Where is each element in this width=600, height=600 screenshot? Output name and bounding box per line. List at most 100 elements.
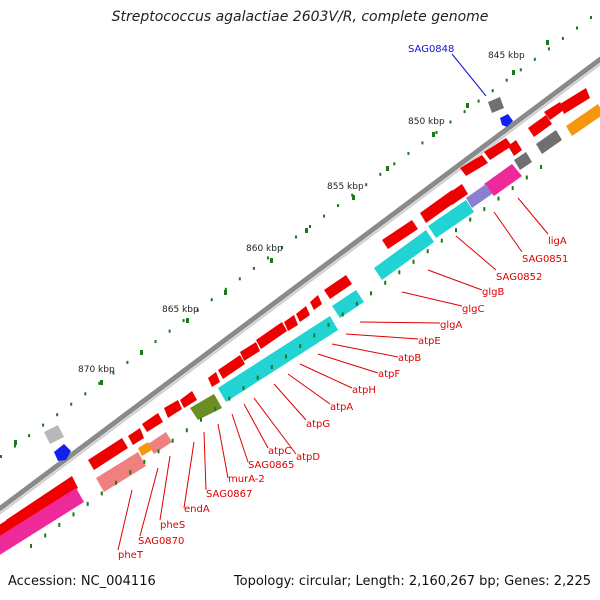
cog-block <box>148 432 172 454</box>
gene-label: SAG0852 <box>496 272 542 283</box>
scale-dot <box>412 259 415 264</box>
tick-label-850: 850 kbp <box>408 117 445 127</box>
scale-dot <box>210 298 213 302</box>
cog-block <box>514 152 532 170</box>
cds-arrow <box>446 184 468 205</box>
scale-dot <box>270 365 273 369</box>
leader-line <box>287 373 331 405</box>
major-tick <box>386 166 389 171</box>
cds-arrow <box>460 155 488 176</box>
scale-dot <box>519 68 522 72</box>
scale-dot <box>540 165 542 169</box>
scale-dot <box>168 329 171 333</box>
scale-dot <box>84 392 87 396</box>
scale-dot <box>505 78 508 82</box>
cog-block <box>96 452 146 492</box>
cds-arrow <box>560 88 590 114</box>
gene-label: pheS <box>160 520 185 531</box>
leader-line <box>317 353 379 374</box>
cog-block <box>536 130 562 154</box>
leader-line <box>217 423 229 479</box>
tick-label-860: 860 kbp <box>246 244 283 254</box>
scale-dot <box>214 407 217 412</box>
scale-dot <box>112 371 115 375</box>
gene-label: SAG0848 <box>408 44 454 55</box>
major-tick <box>140 350 143 355</box>
scale-dot <box>365 183 368 187</box>
scale-dot <box>337 204 340 208</box>
scale-dot <box>56 413 59 417</box>
leader-line <box>231 413 249 463</box>
major-tick <box>270 258 273 263</box>
leader-line <box>401 291 463 307</box>
scale-dot <box>28 434 31 438</box>
scale-dot <box>435 131 438 134</box>
gene-label: SAG0865 <box>248 460 294 471</box>
cds-arrow <box>164 400 182 418</box>
leader-line-sag0848 <box>451 53 487 97</box>
cds-arrow <box>382 220 418 249</box>
scale-dot <box>266 256 269 260</box>
feature-blue <box>54 444 71 461</box>
scale-dot <box>370 291 372 296</box>
scale-dot <box>281 246 283 249</box>
leader-line <box>493 211 523 253</box>
scale-dot <box>323 214 326 218</box>
cog-block <box>138 442 152 456</box>
scale-dot <box>355 301 358 306</box>
scale-dot <box>200 417 202 422</box>
scale-dot <box>14 444 16 448</box>
gene-label: atpA <box>330 402 353 413</box>
cog-block <box>218 316 338 402</box>
cog-block <box>466 184 492 208</box>
scale-dot <box>196 308 199 312</box>
gene-label: murA-2 <box>228 474 265 485</box>
scale-dot <box>242 386 245 391</box>
gene-labels: SAG0848 ligA SAG0851 SAG0852 glgB glgC g… <box>118 44 568 561</box>
leader-line <box>139 467 159 537</box>
scale-dot <box>440 238 443 243</box>
cog-block <box>374 230 434 280</box>
feature-grey-light <box>44 425 64 444</box>
leader-line <box>345 333 419 340</box>
scale-dot <box>299 344 302 348</box>
gene-label: atpH <box>352 385 376 396</box>
label-leaders <box>117 197 549 551</box>
scale-dot <box>30 544 32 548</box>
scale-dot <box>115 480 117 485</box>
scale-dot <box>398 270 401 275</box>
leader-line <box>359 321 441 324</box>
major-tick <box>224 290 227 295</box>
scale-dot <box>491 89 494 93</box>
gene-label: SAG0870 <box>138 536 184 547</box>
cds-arrow <box>310 295 322 310</box>
scale-dot <box>129 470 132 475</box>
feature-blue <box>500 114 513 127</box>
gene-label: SAG0867 <box>206 489 252 500</box>
leader-line <box>159 455 171 521</box>
tick-label-845: 845 kbp <box>488 51 525 61</box>
scale-dot <box>469 217 472 222</box>
scale-dot <box>313 333 316 338</box>
feature-grey <box>488 97 504 113</box>
scale-dot <box>126 360 129 364</box>
scale-dots <box>0 16 592 458</box>
scale-dot <box>70 402 73 406</box>
scale-dot <box>525 175 528 180</box>
leader-line <box>273 383 307 421</box>
scale-dot <box>576 26 578 30</box>
genome-summary-text: Topology: circular; Length: 2,160,267 bp… <box>233 574 591 589</box>
tick-label-870: 870 kbp <box>78 365 115 375</box>
gene-label: atpC <box>268 446 291 457</box>
scale-dot <box>185 428 188 433</box>
major-tick <box>100 380 103 385</box>
cog-block <box>484 164 522 196</box>
scale-dot <box>224 287 227 291</box>
scale-dot <box>171 438 174 443</box>
gene-label: glgB <box>482 287 504 298</box>
tick-label-855: 855 kbp <box>327 182 364 192</box>
scale-dot <box>327 322 330 327</box>
scale-dot <box>547 47 550 51</box>
